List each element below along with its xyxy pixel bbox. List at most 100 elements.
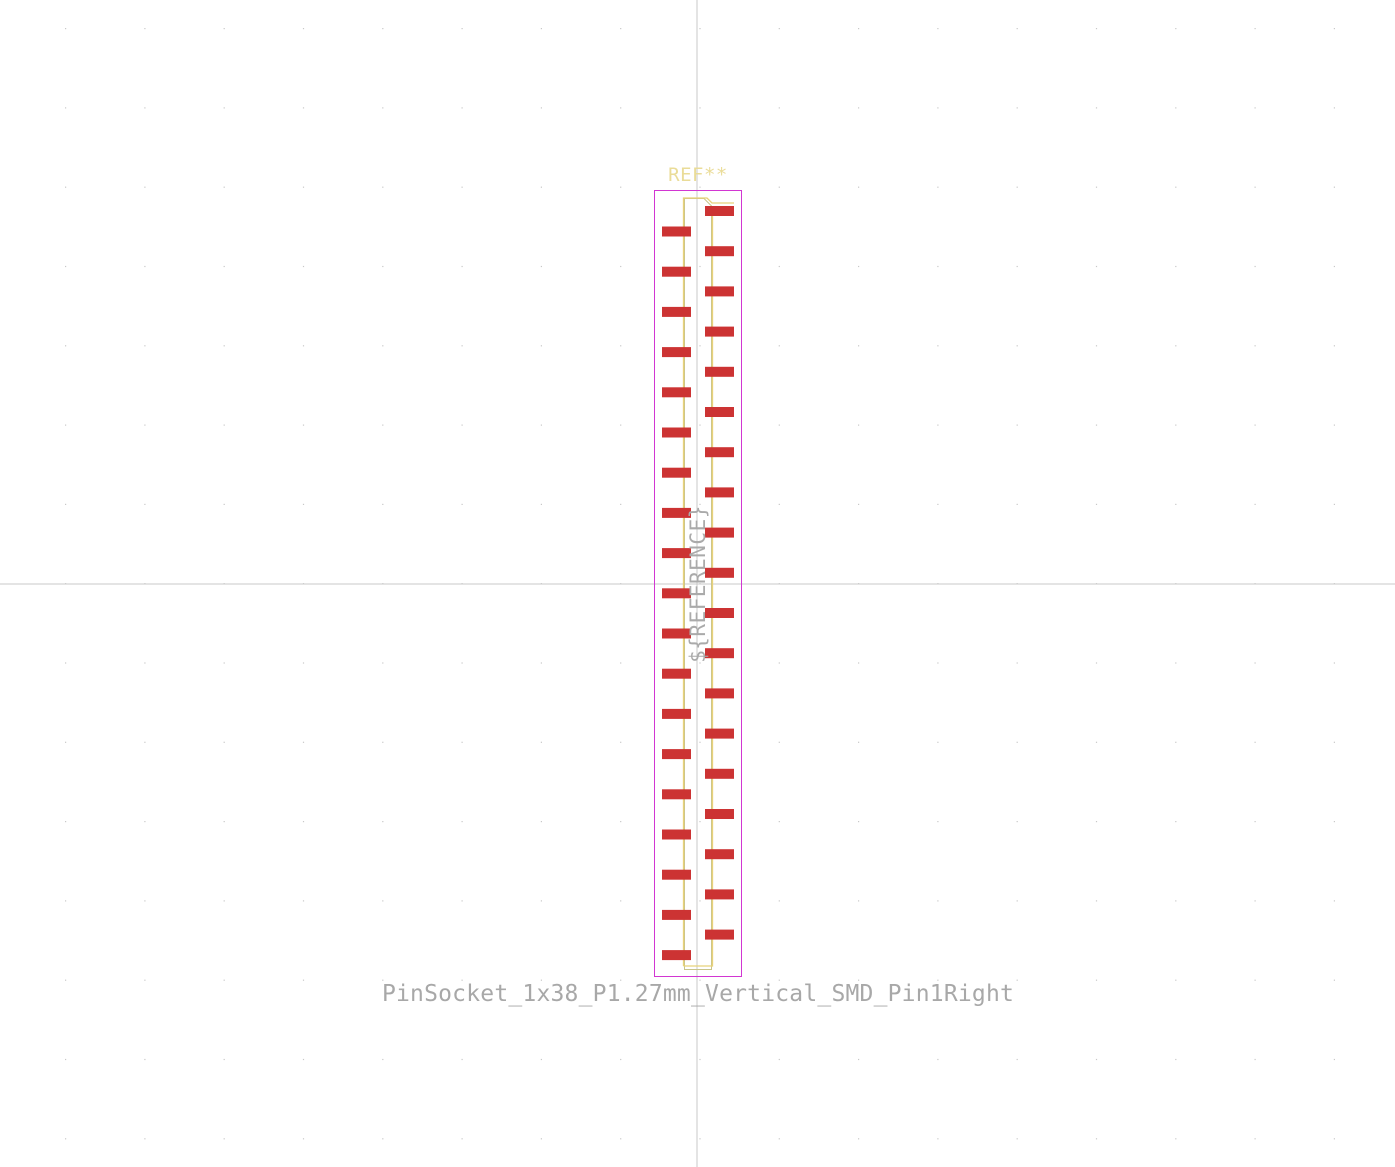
grid-dot [1095, 265, 1098, 268]
grid-dot [382, 741, 384, 743]
smd-pad-1[interactable] [705, 206, 734, 216]
grid-dot [937, 1138, 939, 1140]
grid-dot [65, 503, 67, 505]
grid-dot [461, 821, 463, 823]
smd-pad-27[interactable] [705, 728, 734, 739]
smd-pad-24[interactable] [662, 668, 691, 679]
grid-dot [1175, 186, 1177, 188]
grid-dot [937, 345, 939, 347]
grid-dot [144, 345, 146, 347]
smd-pad-23[interactable] [705, 648, 734, 659]
grid-dot [858, 979, 860, 981]
smd-pad-17[interactable] [705, 527, 734, 538]
smd-pad-29[interactable] [705, 768, 734, 779]
smd-pad-2[interactable] [662, 226, 691, 237]
grid-dot [65, 265, 67, 268]
smd-pad-32[interactable] [662, 829, 691, 840]
grid-dot [1254, 265, 1256, 268]
grid-dot [302, 821, 305, 823]
smd-pad-22[interactable] [662, 628, 691, 639]
smd-pad-19[interactable] [705, 567, 734, 578]
grid-dot [778, 186, 780, 188]
smd-pad-11[interactable] [705, 407, 734, 417]
smd-pad-14[interactable] [662, 467, 691, 478]
footprint[interactable]: ${REFERENCE} REF** PinSocket_1x38_P1.27m… [382, 164, 1014, 1007]
smd-pad-9[interactable] [705, 366, 734, 377]
smd-pad-26[interactable] [662, 708, 691, 719]
grid-dot [620, 662, 622, 664]
grid-dot [223, 979, 225, 981]
grid-dot [65, 424, 67, 426]
grid-dot [65, 186, 67, 188]
smd-pad-13[interactable] [705, 447, 734, 458]
grid-dot [1016, 900, 1018, 902]
smd-pad-35[interactable] [705, 889, 734, 900]
grid-dot [620, 1138, 622, 1140]
smd-pad-8[interactable] [662, 347, 691, 358]
grid-dot [858, 186, 860, 188]
grid-dot [778, 345, 780, 347]
grid-dot [302, 186, 305, 188]
grid-dot [1095, 186, 1098, 188]
smd-pad-30[interactable] [662, 789, 691, 800]
smd-pad-5[interactable] [705, 286, 734, 297]
grid-dot [1016, 424, 1018, 426]
smd-pad-31[interactable] [705, 809, 734, 819]
grid-dot [858, 741, 860, 743]
grid-dot [461, 503, 463, 505]
grid-dot [65, 107, 67, 109]
reference-designator[interactable]: REF** [668, 164, 728, 186]
grid-dot [302, 28, 305, 30]
grid-dot [540, 345, 542, 347]
grid-dot [937, 979, 939, 981]
smd-pad-33[interactable] [705, 849, 734, 860]
grid-dot [461, 265, 463, 268]
grid-dot [144, 900, 146, 902]
grid-dot [620, 107, 622, 109]
grid-dot [1016, 107, 1018, 109]
grid-dot [699, 503, 701, 505]
smd-pad-34[interactable] [662, 869, 691, 880]
grid-dot [1254, 979, 1256, 981]
grid-dot [1016, 28, 1018, 30]
grid-dot [1175, 1058, 1177, 1061]
grid-dot [144, 28, 146, 30]
smd-pad-15[interactable] [705, 487, 734, 498]
grid-dot [382, 900, 384, 902]
grid-dot [778, 979, 780, 981]
smd-pad-36[interactable] [662, 909, 691, 920]
footprint-value-label[interactable]: PinSocket_1x38_P1.27mm_Vertical_SMD_Pin1… [382, 981, 1014, 1007]
smd-pad-10[interactable] [662, 387, 691, 398]
grid-dot [778, 265, 780, 268]
smd-pad-21[interactable] [705, 608, 734, 618]
grid-dot [1016, 1058, 1018, 1061]
grid-dot [302, 1138, 305, 1140]
grid-dot [699, 424, 701, 426]
smd-pad-4[interactable] [662, 266, 691, 277]
smd-pad-12[interactable] [662, 427, 691, 438]
smd-pad-25[interactable] [705, 688, 734, 699]
smd-pad-3[interactable] [705, 246, 734, 257]
smd-pad-6[interactable] [662, 306, 691, 317]
grid-dot [223, 1058, 225, 1061]
grid-dot [858, 265, 860, 268]
grid-dot [699, 186, 701, 188]
grid-dot [1333, 821, 1335, 823]
grid-dot [461, 345, 463, 347]
smd-pad-7[interactable] [705, 326, 734, 337]
smd-pad-16[interactable] [662, 507, 691, 518]
smd-pad-20[interactable] [662, 588, 691, 599]
grid-dot [1254, 107, 1256, 109]
grid-dot [144, 662, 146, 664]
smd-pad-28[interactable] [662, 749, 691, 760]
grid-dot [778, 503, 780, 505]
smd-pad-37[interactable] [705, 929, 734, 940]
grid-dot [144, 265, 146, 268]
smd-pad-18[interactable] [662, 548, 691, 559]
silkscreen-outline-right [683, 215, 714, 967]
grid-dot [382, 28, 384, 30]
grid-dot [1254, 1138, 1256, 1140]
smd-pad-38[interactable] [662, 950, 691, 961]
grid-dot [620, 186, 622, 188]
